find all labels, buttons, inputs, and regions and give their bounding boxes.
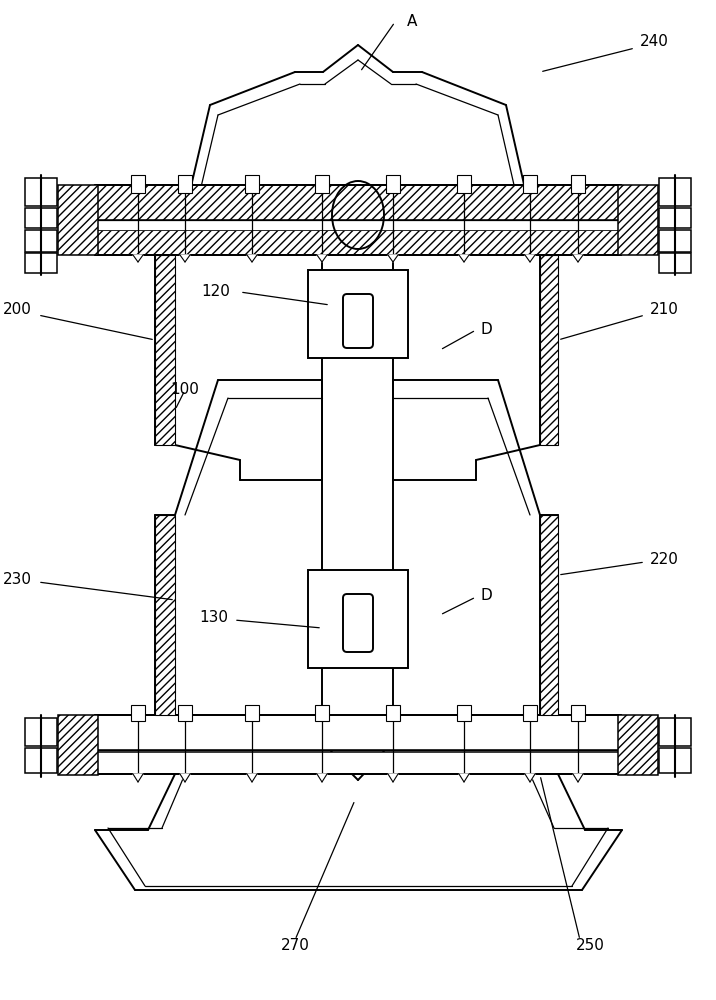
Text: 240: 240 (640, 34, 669, 49)
Bar (659, 253, 691, 273)
Polygon shape (133, 774, 143, 782)
Bar (25, 253, 57, 273)
Text: 210: 210 (650, 302, 679, 318)
Polygon shape (388, 255, 398, 262)
Text: D: D (480, 587, 492, 602)
FancyBboxPatch shape (343, 294, 373, 348)
Polygon shape (525, 255, 535, 262)
Text: 100: 100 (170, 382, 199, 397)
Bar (131, 705, 145, 721)
Bar (308, 570, 408, 668)
Text: A: A (407, 14, 417, 29)
Text: 270: 270 (281, 938, 309, 952)
Bar (523, 705, 537, 721)
Text: 230: 230 (3, 572, 32, 587)
Text: 130: 130 (199, 610, 228, 626)
FancyBboxPatch shape (343, 594, 373, 652)
Polygon shape (459, 774, 469, 782)
Bar (95, 752, 621, 774)
Bar (25, 230, 57, 252)
Bar (308, 270, 408, 358)
Polygon shape (459, 255, 469, 262)
Bar (315, 175, 329, 193)
Bar (25, 718, 57, 746)
Bar (95, 185, 621, 220)
Bar (571, 705, 585, 721)
Bar (618, 185, 658, 255)
Polygon shape (525, 774, 535, 782)
Bar (457, 175, 471, 193)
Polygon shape (317, 774, 327, 782)
Bar (155, 515, 175, 715)
Polygon shape (133, 255, 143, 262)
Bar (659, 178, 691, 206)
Bar (245, 705, 259, 721)
Bar (95, 230, 621, 255)
Bar (571, 175, 585, 193)
Text: 200: 200 (3, 302, 32, 318)
Bar (386, 175, 400, 193)
Bar (95, 220, 621, 230)
Bar (25, 208, 57, 228)
Bar (178, 705, 192, 721)
Bar (659, 230, 691, 252)
Bar (155, 255, 175, 445)
Polygon shape (317, 255, 327, 262)
Bar (540, 255, 558, 445)
Polygon shape (573, 774, 583, 782)
Bar (457, 705, 471, 721)
Bar (659, 748, 691, 773)
Bar (245, 175, 259, 193)
Text: 250: 250 (576, 938, 604, 952)
Text: D: D (480, 322, 492, 338)
Bar (25, 178, 57, 206)
Bar (618, 715, 658, 775)
Text: 120: 120 (201, 284, 230, 300)
Polygon shape (573, 255, 583, 262)
Polygon shape (247, 255, 257, 262)
Bar (25, 748, 57, 773)
Bar (58, 185, 98, 255)
Bar (95, 715, 621, 750)
Bar (540, 515, 558, 715)
Bar (178, 175, 192, 193)
Polygon shape (180, 255, 190, 262)
Bar (386, 705, 400, 721)
Bar (659, 718, 691, 746)
Bar (315, 705, 329, 721)
Bar (659, 208, 691, 228)
Bar (523, 175, 537, 193)
Polygon shape (247, 774, 257, 782)
Bar (58, 715, 98, 775)
Text: 220: 220 (650, 552, 679, 568)
Polygon shape (180, 774, 190, 782)
Polygon shape (388, 774, 398, 782)
Bar (131, 175, 145, 193)
